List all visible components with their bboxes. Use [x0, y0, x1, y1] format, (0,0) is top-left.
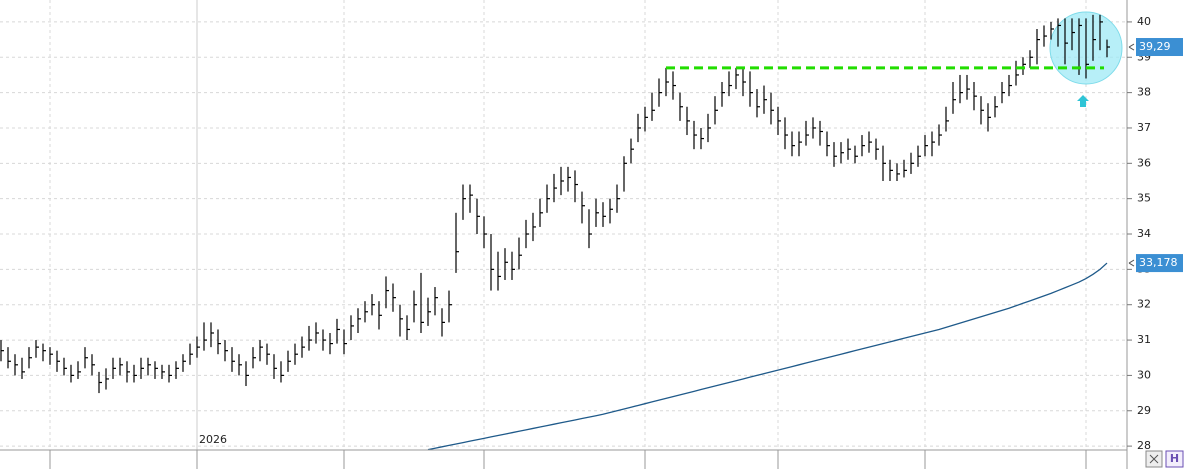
- moving-average-line: [427, 262, 1108, 450]
- y-tick-label: 40: [1137, 15, 1151, 28]
- y-tick-label: 37: [1137, 121, 1151, 134]
- price-pointer: [1128, 259, 1135, 267]
- y-tick-label: 36: [1137, 156, 1151, 169]
- year-annotation: 2026: [199, 433, 227, 446]
- price-label: 33,178: [1139, 256, 1178, 269]
- y-tick-label: 31: [1137, 333, 1151, 346]
- toolbar-icon-label: H: [1170, 452, 1179, 465]
- toolbar-button[interactable]: [1165, 450, 1184, 468]
- price-label: 39,29: [1139, 40, 1171, 53]
- y-tick-label: 28: [1137, 439, 1151, 452]
- breakout-arrow: [1077, 95, 1089, 107]
- price-label-box: [1136, 38, 1183, 57]
- y-tick-label: 35: [1137, 192, 1151, 205]
- y-tick-label: 29: [1137, 404, 1151, 417]
- y-tick-label: 34: [1137, 227, 1151, 240]
- price-label-box: [1136, 254, 1183, 273]
- y-tick-label: 32: [1137, 298, 1151, 311]
- plot-area: 01-Dic-2501-Ene-2601-Feb-2601-Mar-2601-A…: [0, 0, 1127, 450]
- y-tick-label: 30: [1137, 368, 1151, 381]
- y-tick-label: 38: [1137, 86, 1151, 99]
- price-pointer: [1128, 43, 1135, 51]
- toolbar-icon-cross: [1149, 454, 1159, 464]
